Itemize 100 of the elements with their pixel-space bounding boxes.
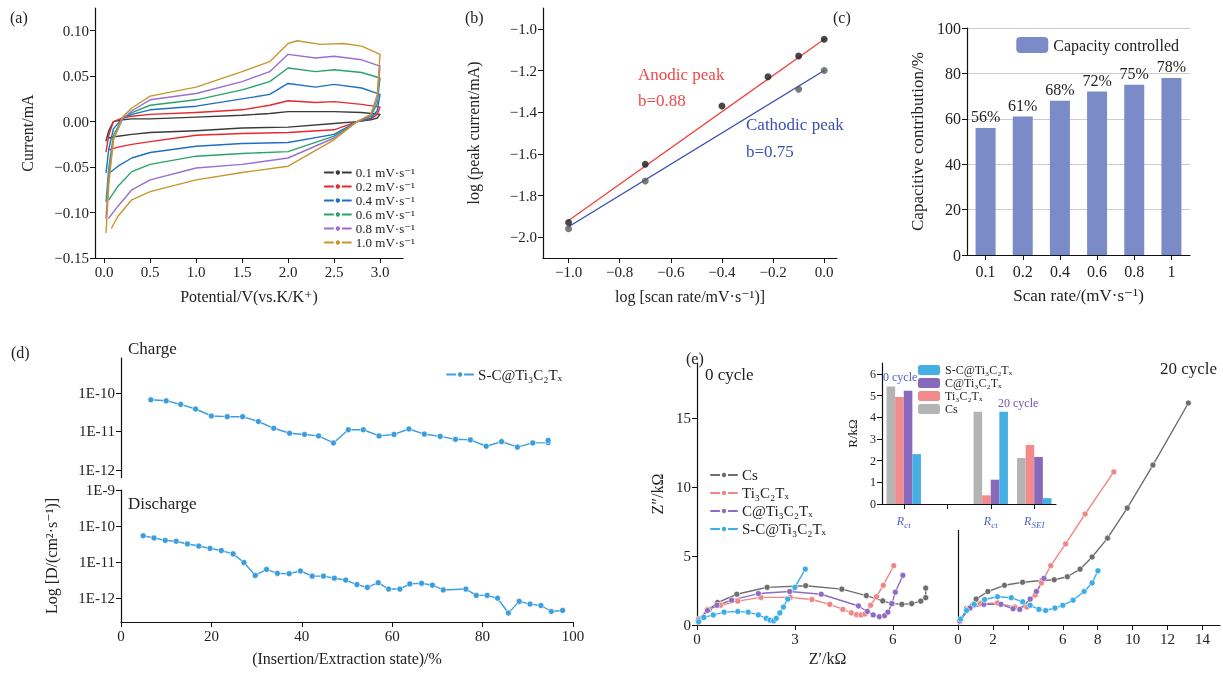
legend-label: Capacity controlled [1053, 36, 1179, 55]
y-tick-label: −1.0 [509, 20, 537, 37]
annotation: Discharge [128, 494, 197, 513]
legend-label: Cs [945, 402, 958, 416]
chart-title: (b) [465, 8, 484, 27]
y-tick-label: 0 [870, 497, 876, 511]
legend-label: Ti₃C₂Tₓ [742, 485, 790, 501]
y-tick-label: −1.6 [509, 145, 538, 162]
x-tick-label: 2 [989, 630, 997, 647]
x-axis-title: (Insertion/Extraction state)/% [252, 649, 442, 668]
x-axis-title: log [scan rate/mV·s⁻¹)] [614, 287, 766, 306]
x-tick-label: 6 [1059, 630, 1068, 647]
legend-label: 0.2 mV·s⁻¹ [355, 179, 416, 194]
y-tick-label: −0.10 [54, 204, 89, 221]
x-tick-label: 100 [561, 627, 585, 644]
chart-title: (e) [686, 349, 704, 368]
legend-label: S-C@Ti₃C₂Tₓ [742, 521, 827, 537]
y-tick-label: 80 [945, 64, 961, 82]
y-tick-label: 0 [683, 617, 691, 633]
x-tick-label: 0.0 [94, 263, 114, 280]
x-tick-label: 40 [294, 627, 310, 644]
data-label: 56% [970, 108, 1001, 126]
y-tick-label: 15 [676, 410, 691, 427]
legend-label: 0.8 mV·s⁻¹ [355, 221, 416, 236]
x-tick-label: −0.6 [657, 263, 685, 280]
text: Charge [128, 339, 177, 358]
y-tick-label: 0.00 [62, 113, 89, 130]
legend-label: C@Ti₃C₂Tₓ [742, 503, 814, 519]
y-tick-label: 0.05 [62, 68, 89, 85]
x-tick-label: 0.0 [814, 263, 834, 280]
chart-title: (d) [11, 343, 30, 362]
x-tick-label: 60 [384, 627, 400, 644]
legend-label: Cs [742, 467, 758, 483]
x-tick-label: 14 [1195, 630, 1211, 647]
legend-label: S-C@Ti₃C₂Tₓ [478, 366, 563, 383]
y-tick-label: 4 [870, 410, 876, 425]
x-tick-label: 3.0 [370, 263, 390, 280]
y-tick-label: −1.2 [509, 62, 537, 79]
y-tick-label: −1.8 [509, 187, 537, 204]
y-tick-label: 0 [953, 246, 961, 264]
y-tick-label: 6 [870, 366, 876, 381]
x-tick-label: 6 [889, 630, 897, 647]
annotation: b=0.75 [746, 142, 794, 161]
data-label: 75% [1119, 65, 1149, 83]
legend-label: 1.0 mV·s⁻¹ [355, 235, 416, 250]
y-tick-label: 60 [945, 110, 961, 128]
legend-label: 0.4 mV·s⁻¹ [355, 193, 416, 208]
annotation: Anodic peak [638, 65, 725, 84]
x-tick-label: 0.6 [1087, 262, 1108, 280]
x-tick-label: 1.5 [232, 263, 252, 280]
y-tick-label: 2 [870, 453, 876, 468]
annotation: 20 cycle [998, 396, 1039, 410]
legend-label: 0.1 mV·s⁻¹ [355, 165, 416, 180]
y-tick-label: 40 [945, 155, 961, 173]
x-tick-label: 80 [475, 627, 491, 644]
y-tick-label: 1E-11 [78, 554, 115, 571]
y-tick-label: 1E-9 [85, 482, 115, 498]
y-axis-title: Log [D/(cm²·s⁻¹)] [42, 497, 61, 615]
y-tick-label: 1E-10 [78, 518, 115, 535]
legend-label: 0.6 mV·s⁻¹ [355, 207, 416, 222]
x-tick-label: 0.4 [1049, 262, 1070, 280]
legend-label: S-C@Ti₃C₂Tₓ [945, 363, 1013, 377]
y-tick-label: 1E-11 [78, 423, 115, 440]
data-label: 61% [1008, 97, 1038, 115]
x-tick-label: −0.4 [708, 263, 737, 280]
y-tick-label: −0.05 [54, 159, 89, 176]
chart-title: (a) [10, 8, 28, 27]
y-tick-label: 1E-12 [78, 590, 115, 607]
x-tick-label: 1 [1167, 262, 1176, 280]
y-tick-label: 100 [937, 19, 961, 37]
y-axis-title: Capacitive contribution/% [908, 52, 928, 231]
x-tick-label: −0.8 [606, 263, 634, 280]
y-tick-label: 20 [945, 201, 961, 219]
chart-title: (c) [833, 8, 851, 27]
x-tick-label: 1.0 [186, 263, 206, 280]
data-label: 68% [1045, 81, 1075, 99]
x-tick-label: −0.2 [759, 263, 787, 280]
x-tick-label: 8 [1093, 630, 1102, 647]
x-tick-label: 0.1 [975, 262, 996, 280]
y-tick-label: 5 [870, 388, 876, 403]
y-axis-title: Current/mA [18, 93, 36, 172]
y-tick-label: 1 [870, 475, 876, 490]
x-tick-label: 3 [791, 630, 799, 647]
x-tick-label: 10 [1125, 630, 1141, 647]
x-axis-title: Scan rate/(mV·s⁻¹) [1013, 286, 1144, 305]
annotation: Cathodic peak [746, 115, 845, 134]
y-axis-title: Z″/kΩ [648, 473, 666, 515]
x-axis-title: Potential/V(vs.K/K⁺) [180, 287, 318, 306]
data-label: 78% [1156, 58, 1187, 76]
x-tick-label: 20 [203, 627, 219, 644]
y-tick-label: −2.0 [509, 229, 537, 246]
y-tick-label: 3 [870, 431, 876, 446]
annotation: b=0.88 [638, 91, 686, 110]
y-tick-label: 1E-12 [78, 461, 115, 478]
x-tick-label: 0.2 [1012, 262, 1033, 280]
x-tick-label: 2.0 [278, 263, 298, 280]
y-tick-label: 1E-10 [78, 384, 115, 401]
y-tick-label: 0.10 [62, 22, 89, 39]
legend-label: Ti₃C₂Tₓ [945, 389, 983, 403]
data-label: 72% [1082, 72, 1112, 90]
